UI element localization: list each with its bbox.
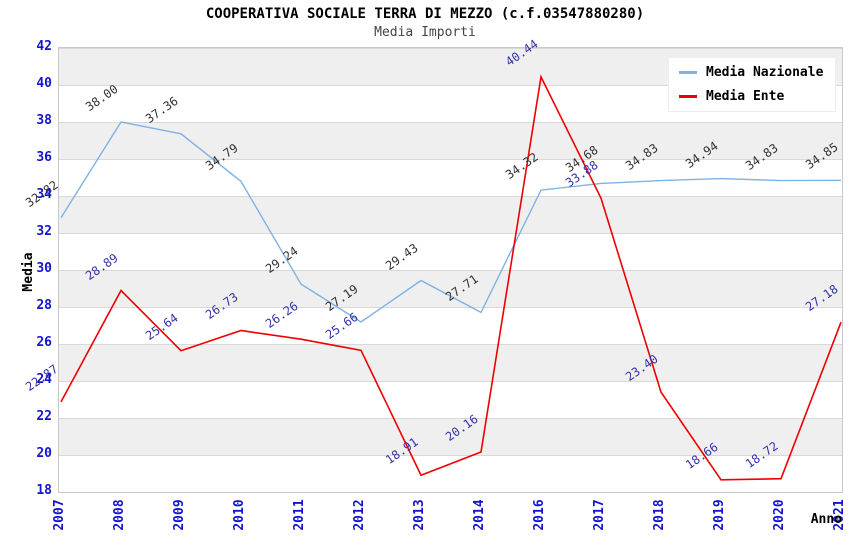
legend-line-swatch-red [679, 95, 697, 98]
x-tick-label: 2017 [592, 499, 607, 531]
y-tick-label: 32 [36, 224, 52, 239]
chart-title: COOPERATIVA SOCIALE TERRA DI MEZZO (c.f.… [205, 6, 645, 22]
x-tick-label: 2011 [292, 499, 307, 531]
x-tick-label: 2007 [52, 499, 67, 531]
x-tick-label: 2020 [772, 499, 787, 531]
y-tick-label: 28 [36, 298, 52, 313]
x-tick-label: 2009 [172, 499, 187, 531]
chart-lines [60, 74, 842, 481]
x-tick-label: 2014 [472, 499, 487, 531]
x-tick-label: 2012 [352, 499, 367, 531]
x-tick-label: 2008 [112, 499, 127, 531]
x-tick-label: 2018 [652, 499, 667, 531]
chart-subtitle: Media Importi [374, 25, 476, 40]
series-line-media-ente [60, 74, 842, 481]
legend-label: Media Ente [706, 89, 785, 104]
y-tick-label: 30 [36, 261, 52, 276]
x-tick-label: 2013 [412, 499, 427, 531]
y-tick-label: 26 [36, 335, 52, 350]
y-tick-label: 36 [36, 150, 52, 165]
x-tick-label: 2019 [712, 499, 727, 531]
y-tick-label: 40 [36, 76, 52, 91]
legend-item-media-ente: Media Ente [679, 89, 823, 104]
y-tick-label: 34 [36, 187, 52, 202]
legend-line-swatch-blue [679, 71, 697, 74]
plot-area: 32.82 38.00 37.36 34.79 29.24 27.19 29.43 27.71… [23, 37, 843, 493]
y-tick-label: 38 [36, 113, 52, 128]
x-tick-label: 2016 [532, 499, 547, 531]
legend: Media Nazionale Media Ente [668, 57, 837, 112]
y-tick-label: 20 [36, 446, 52, 461]
y-tick-label: 42 [36, 39, 52, 54]
legend-item-media-nazionale: Media Nazionale [679, 65, 823, 80]
y-tick-label: 22 [36, 409, 52, 424]
series-line-media-nazionale [60, 121, 842, 323]
y-axis-title: Media [21, 252, 36, 292]
y-tick-label: 18 [36, 483, 52, 498]
y-tick-label: 24 [36, 372, 52, 387]
x-tick-label: 2010 [232, 499, 247, 531]
x-axis-title: Anno [810, 512, 842, 527]
legend-label: Media Nazionale [706, 65, 824, 80]
